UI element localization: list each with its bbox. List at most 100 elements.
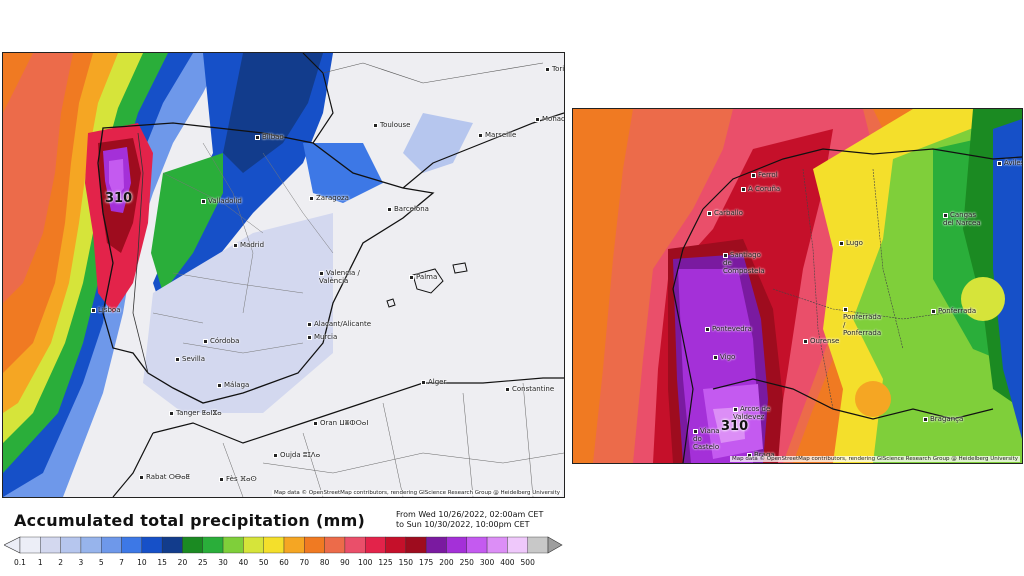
legend-swatch xyxy=(446,536,467,554)
precipitation-map-galicia-zoom[interactable]: Ferrol A Coruña Carballo Santiago de Com… xyxy=(572,108,1023,464)
city-label: Marseille xyxy=(478,131,516,139)
city-label: Sevilla xyxy=(175,355,205,363)
legend-tick-label: 3 xyxy=(78,558,84,567)
city-label: Barcelona xyxy=(387,205,429,213)
city-label: Arcos de Valdevez xyxy=(733,405,779,421)
city-label: A Coruña xyxy=(741,185,780,193)
city-label: Aviles xyxy=(997,159,1022,167)
period-from: From Wed 10/26/2022, 02:00am CET xyxy=(396,510,544,519)
legend-tick-label: 7 xyxy=(119,558,124,567)
city-label: Madrid xyxy=(233,241,264,249)
period-to: to Sun 10/30/2022, 10:00pm CET xyxy=(396,520,530,529)
legend-tick-label: 100 xyxy=(358,558,373,567)
city-label: Málaga xyxy=(217,381,249,389)
city-label: Pontevedra xyxy=(705,325,752,333)
map-title: Accumulated total precipitation (mm) xyxy=(14,511,366,530)
legend-tick-label: 500 xyxy=(520,558,535,567)
precipitation-legend xyxy=(4,536,563,554)
legend-arrow-high xyxy=(547,536,563,554)
legend-swatch xyxy=(507,536,528,554)
legend-tick-label: 60 xyxy=(279,558,289,567)
legend-swatch xyxy=(405,536,427,554)
city-label: Braga xyxy=(747,451,775,459)
legend-tick-label: 200 xyxy=(439,558,454,567)
city-label: Oujda ⵓⵊⴷⴰ xyxy=(273,451,320,459)
city-label: Oran ⵡⴻⵀⵔⴰⵏ xyxy=(313,419,368,427)
city-label: Carballo xyxy=(707,209,743,217)
legend-tick-label: 25 xyxy=(197,558,208,567)
legend-swatch xyxy=(283,536,305,554)
legend-swatch xyxy=(486,536,508,554)
city-label: Ourense xyxy=(803,337,839,345)
legend-tick-label: 125 xyxy=(378,558,393,567)
legend-tick-label: 90 xyxy=(340,558,350,567)
city-label: Murcia xyxy=(307,333,337,341)
city-label: Fès ⴼⴰⵙ xyxy=(219,475,257,483)
city-label: Constantine xyxy=(505,385,554,393)
legend-swatch xyxy=(344,536,366,554)
map-attribution: Map data © OpenStreetMap contributors, r… xyxy=(730,456,1020,462)
city-label: Ferrol xyxy=(751,171,778,179)
city-label: Ponferrada / Ponferrada xyxy=(843,305,885,337)
max-precip-value: 310 xyxy=(721,419,749,434)
legend-tick-label: 175 xyxy=(418,558,434,567)
city-label: Rabat ⵔⴱⴰⵟ xyxy=(139,473,190,481)
legend-tick-label: 70 xyxy=(299,558,310,567)
legend-swatch xyxy=(324,536,346,554)
precipitation-field xyxy=(3,53,564,497)
city-label: Santiago de Compostela xyxy=(723,251,771,275)
city-label: Palma xyxy=(409,273,437,281)
city-label: Viana do Castelo xyxy=(693,427,729,451)
max-precip-value: 310 xyxy=(105,191,133,206)
city-label: Toulouse xyxy=(373,121,410,129)
legend-swatch xyxy=(19,536,41,554)
city-label: Bragança xyxy=(923,415,963,423)
legend-arrow-low xyxy=(4,536,21,554)
legend-tick-label: 400 xyxy=(500,558,515,567)
legend-swatch xyxy=(243,536,264,554)
legend-tick-label: 300 xyxy=(479,558,495,567)
legend-tick-label: 150 xyxy=(398,558,414,567)
legend-swatch xyxy=(222,536,244,554)
legend-swatch xyxy=(425,536,447,554)
legend-swatch xyxy=(40,536,61,554)
legend-swatch xyxy=(161,536,183,554)
legend-swatch xyxy=(263,536,285,554)
city-label: Ponferrada xyxy=(931,307,976,315)
legend-swatch xyxy=(365,536,386,554)
city-label: Zaragoza xyxy=(309,194,349,202)
legend-tick-label: 2 xyxy=(58,558,63,567)
legend-tick-label: 250 xyxy=(459,558,474,567)
legend-swatch xyxy=(385,536,407,554)
legend-tick-label: 5 xyxy=(98,558,104,567)
legend-tick-label: 30 xyxy=(218,558,228,567)
legend-tick-labels: 0.1 1 2 3 5 7 10 15 20 25 30 40 50 60 70 80 90 100 125 150 1… xyxy=(4,558,564,568)
precipitation-map-iberia[interactable]: Toulouse Marseille Monaco Torino Bilbao … xyxy=(2,52,565,498)
legend-tick-label: 10 xyxy=(137,558,147,567)
city-label: Valencia / València xyxy=(319,269,371,285)
legend-swatch xyxy=(101,536,122,554)
city-label: Torino xyxy=(545,65,564,73)
legend-swatch xyxy=(141,536,163,554)
city-label: Tanger ⵟⴰⵏⴵⴰ xyxy=(169,409,222,417)
legend-tick-label: 15 xyxy=(157,558,167,567)
legend-swatch xyxy=(80,536,102,554)
city-label: Valladolid xyxy=(201,197,242,205)
legend-swatch xyxy=(202,536,224,554)
legend-tick-label: 50 xyxy=(258,558,269,567)
map-attribution: Map data © OpenStreetMap contributors, r… xyxy=(272,490,562,496)
legend-swatch xyxy=(121,536,143,554)
city-label: Lisboa xyxy=(91,306,121,314)
city-label: Monaco xyxy=(535,115,564,123)
forecast-period: From Wed 10/26/2022, 02:00am CET to Sun … xyxy=(396,510,543,530)
legend-swatch xyxy=(60,536,82,554)
legend-tick-label: 20 xyxy=(177,558,188,567)
city-label: Córdoba xyxy=(203,337,239,345)
city-label: Alacant/Alicante xyxy=(307,320,371,328)
legend-swatch xyxy=(466,536,488,554)
city-label: Alger xyxy=(421,378,446,386)
legend-swatch xyxy=(304,536,325,554)
city-label: Bilbao xyxy=(255,133,284,141)
legend-tick-label: 40 xyxy=(238,558,249,567)
city-label: Cangas del Narcea xyxy=(943,211,983,227)
